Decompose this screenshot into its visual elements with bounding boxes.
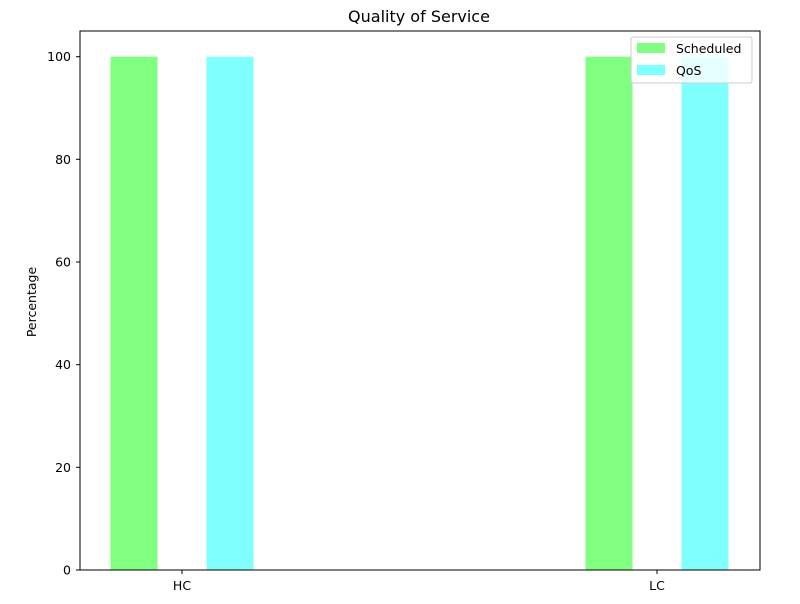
legend-swatch-scheduled — [637, 43, 665, 53]
legend-label-qos: QoS — [676, 63, 701, 78]
legend-swatch-qos — [637, 65, 665, 75]
y-tick-label: 100 — [47, 49, 71, 64]
axes-layer: HC LC 0 20 40 60 80 100 — [47, 30, 761, 593]
x-tick-label: HC — [173, 578, 191, 593]
plot-frame — [79, 30, 761, 571]
y-tick-label: 60 — [55, 255, 71, 270]
y-tick-label: 0 — [63, 563, 71, 578]
bar-scheduled-lc — [585, 56, 633, 570]
y-axis-label: Percentage — [24, 267, 39, 338]
legend: Scheduled QoS — [630, 36, 753, 84]
y-tick-label: 20 — [55, 460, 71, 475]
bar-qos-hc — [206, 56, 254, 570]
y-tick-label: 40 — [55, 357, 71, 372]
chart-title: Quality of Service — [348, 7, 490, 26]
y-tick-label: 80 — [55, 152, 71, 167]
bar-qos-lc — [681, 56, 729, 570]
x-tick-label: LC — [649, 578, 665, 593]
bars-layer — [110, 56, 729, 570]
legend-label-scheduled: Scheduled — [676, 41, 741, 56]
bar-scheduled-hc — [110, 56, 158, 570]
